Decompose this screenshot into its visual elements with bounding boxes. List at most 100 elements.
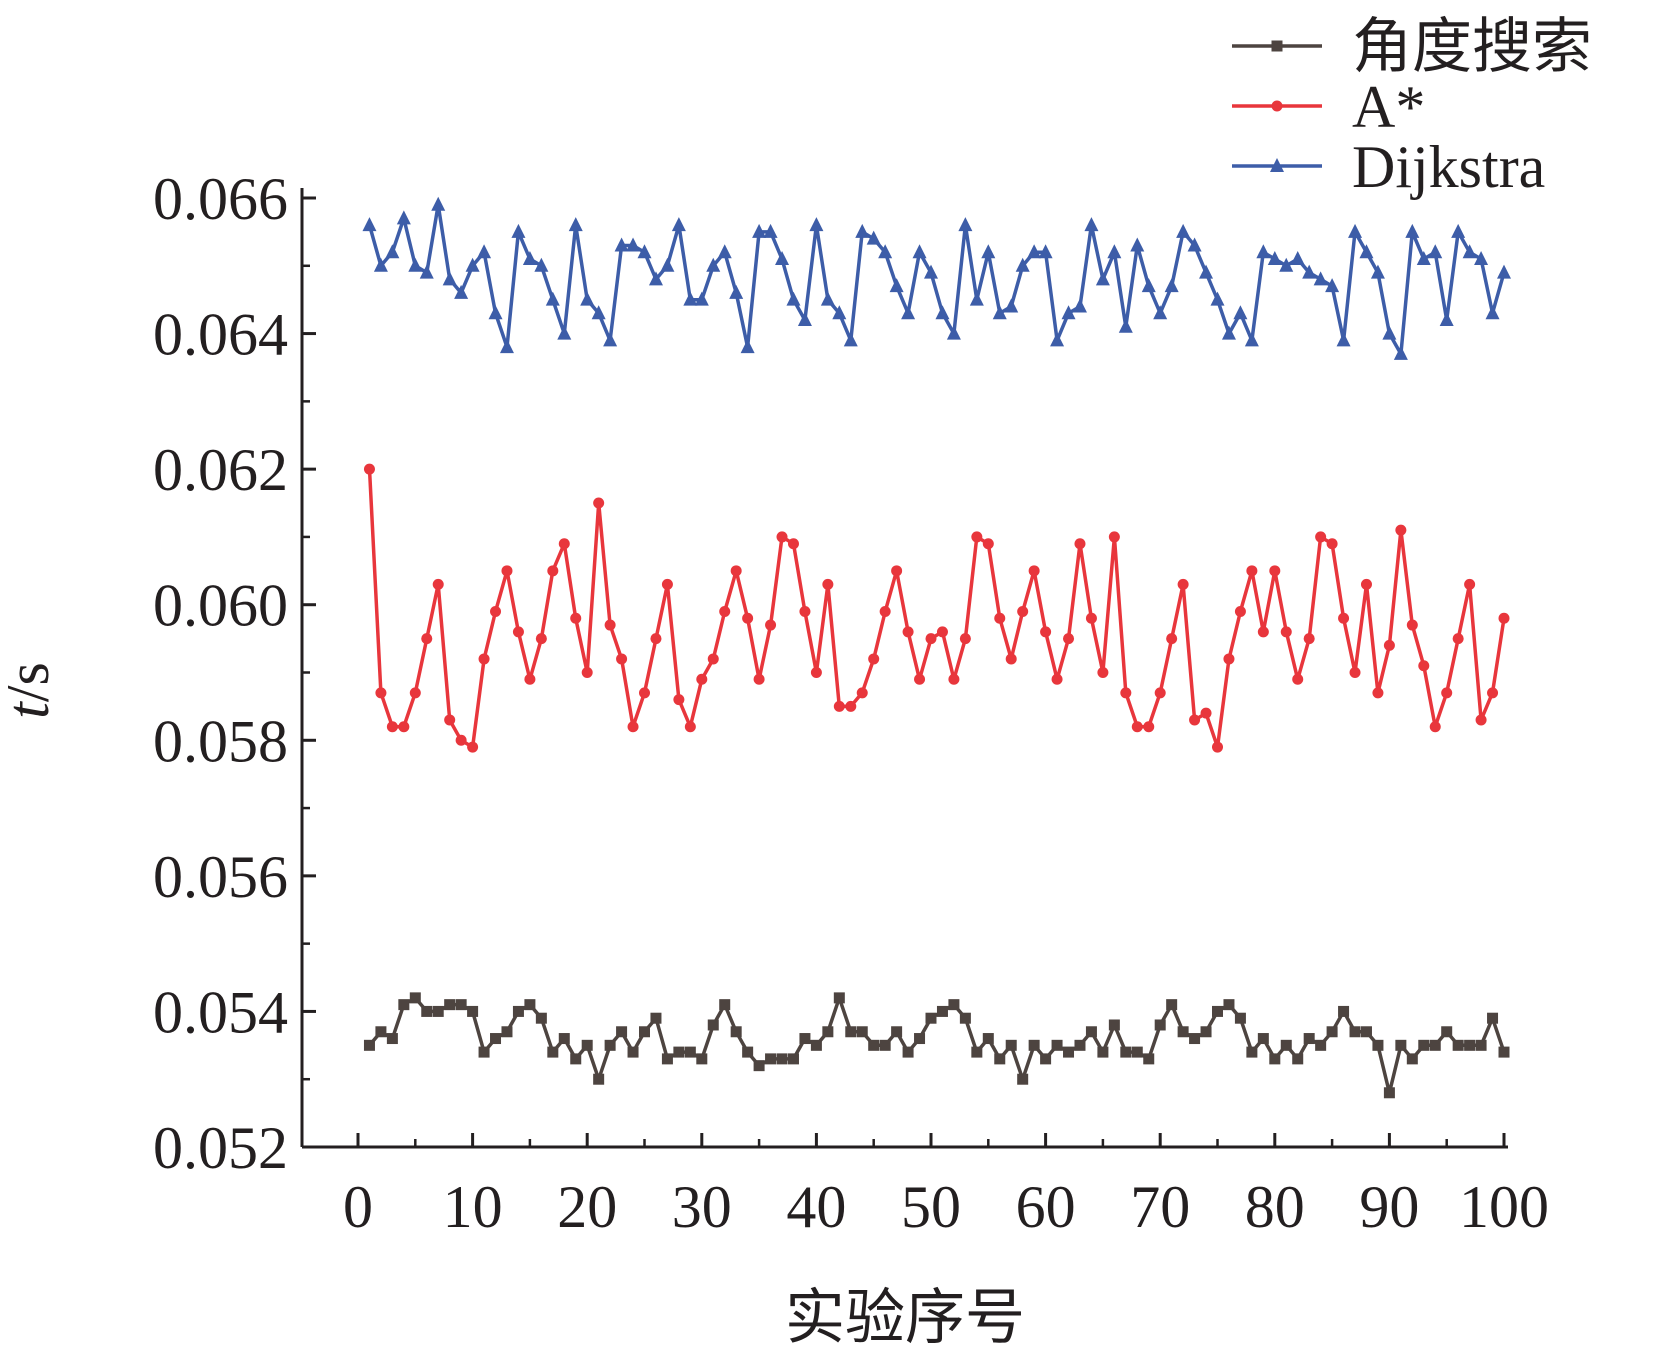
legend-marker <box>1271 40 1283 52</box>
data-point <box>1199 264 1214 279</box>
data-point <box>512 1005 524 1017</box>
data-point <box>1223 653 1235 665</box>
data-point <box>1143 721 1155 733</box>
data-point <box>660 257 675 272</box>
data-point <box>1406 1053 1418 1065</box>
data-point <box>616 1026 628 1038</box>
legend-marker <box>1270 158 1284 172</box>
data-point <box>891 565 903 577</box>
legend-label: A* <box>1352 74 1425 140</box>
data-point <box>765 619 777 631</box>
data-point <box>673 694 685 706</box>
data-point <box>1005 653 1017 665</box>
data-point <box>661 578 673 590</box>
data-point <box>1338 612 1350 624</box>
data-point <box>696 1053 708 1065</box>
data-point <box>1315 531 1327 543</box>
data-point <box>1246 1046 1258 1058</box>
data-point <box>1485 305 1500 320</box>
x-tick-label: 100 <box>1459 1174 1549 1240</box>
data-point <box>1154 687 1166 699</box>
data-point <box>454 284 469 299</box>
data-point <box>797 312 812 327</box>
data-point <box>535 1012 547 1024</box>
data-point <box>1360 578 1372 590</box>
data-point <box>753 673 765 685</box>
data-point <box>822 578 834 590</box>
data-point <box>719 999 731 1011</box>
data-point <box>580 291 595 306</box>
data-point <box>671 217 686 232</box>
data-point <box>1441 687 1453 699</box>
data-point <box>799 605 811 617</box>
axes: 0.052 0.054 0.056 0.058 0.060 0.062 0.064 0.066… <box>153 166 1549 1240</box>
data-point <box>717 244 732 259</box>
data-point <box>1475 714 1487 726</box>
data-point <box>1040 626 1052 638</box>
data-point <box>1028 565 1040 577</box>
data-point <box>742 1046 754 1058</box>
y-title-var: t <box>0 701 61 719</box>
data-point <box>719 605 731 617</box>
data-point <box>593 497 605 509</box>
data-point <box>1416 251 1431 266</box>
data-point <box>1015 257 1030 272</box>
data-point <box>1267 251 1282 266</box>
data-point <box>1063 633 1075 645</box>
data-point <box>868 1039 880 1051</box>
data-point <box>879 605 891 617</box>
data-point <box>432 578 444 590</box>
data-point <box>1246 565 1258 577</box>
data-point <box>982 538 994 550</box>
data-point <box>925 633 937 645</box>
data-point <box>398 721 410 733</box>
y-tick-label: 0.052 <box>153 1115 288 1181</box>
data-point <box>822 1026 834 1038</box>
data-point <box>593 1073 605 1085</box>
data-point <box>1177 578 1189 590</box>
data-point <box>1292 673 1304 685</box>
data-point <box>488 305 503 320</box>
data-point <box>958 217 973 232</box>
data-point <box>375 1026 387 1038</box>
data-point <box>362 217 377 232</box>
data-point <box>1074 538 1086 550</box>
data-point <box>1108 1019 1120 1031</box>
x-tick-label: 30 <box>672 1174 732 1240</box>
data-point <box>684 1046 696 1058</box>
data-point <box>1315 1039 1327 1051</box>
data-point <box>1349 1026 1361 1038</box>
data-point <box>683 291 698 306</box>
data-point <box>661 1053 673 1065</box>
data-point <box>478 1046 490 1058</box>
data-point <box>1325 278 1340 293</box>
data-point <box>650 633 662 645</box>
y-tick-label: 0.058 <box>153 708 288 774</box>
data-point <box>833 700 845 712</box>
series-2 <box>362 196 1511 360</box>
data-point <box>833 992 845 1004</box>
data-point <box>1189 714 1201 726</box>
data-point <box>1257 1033 1269 1045</box>
data-point <box>1372 687 1384 699</box>
data-point <box>1428 244 1443 259</box>
data-point <box>856 1026 868 1038</box>
data-point <box>1498 612 1510 624</box>
data-point <box>1336 332 1351 347</box>
data-point <box>1004 298 1019 313</box>
data-point <box>959 633 971 645</box>
data-point <box>363 1039 375 1051</box>
data-point <box>570 1053 582 1065</box>
data-point <box>535 633 547 645</box>
data-point <box>1418 1039 1430 1051</box>
data-point <box>1017 605 1029 617</box>
series-layer <box>362 196 1511 1099</box>
data-point <box>1280 626 1292 638</box>
data-point <box>787 1053 799 1065</box>
data-point <box>581 667 593 678</box>
data-point <box>1164 278 1179 293</box>
data-point <box>1383 1087 1395 1099</box>
data-point <box>901 305 916 320</box>
data-point <box>1244 332 1259 347</box>
